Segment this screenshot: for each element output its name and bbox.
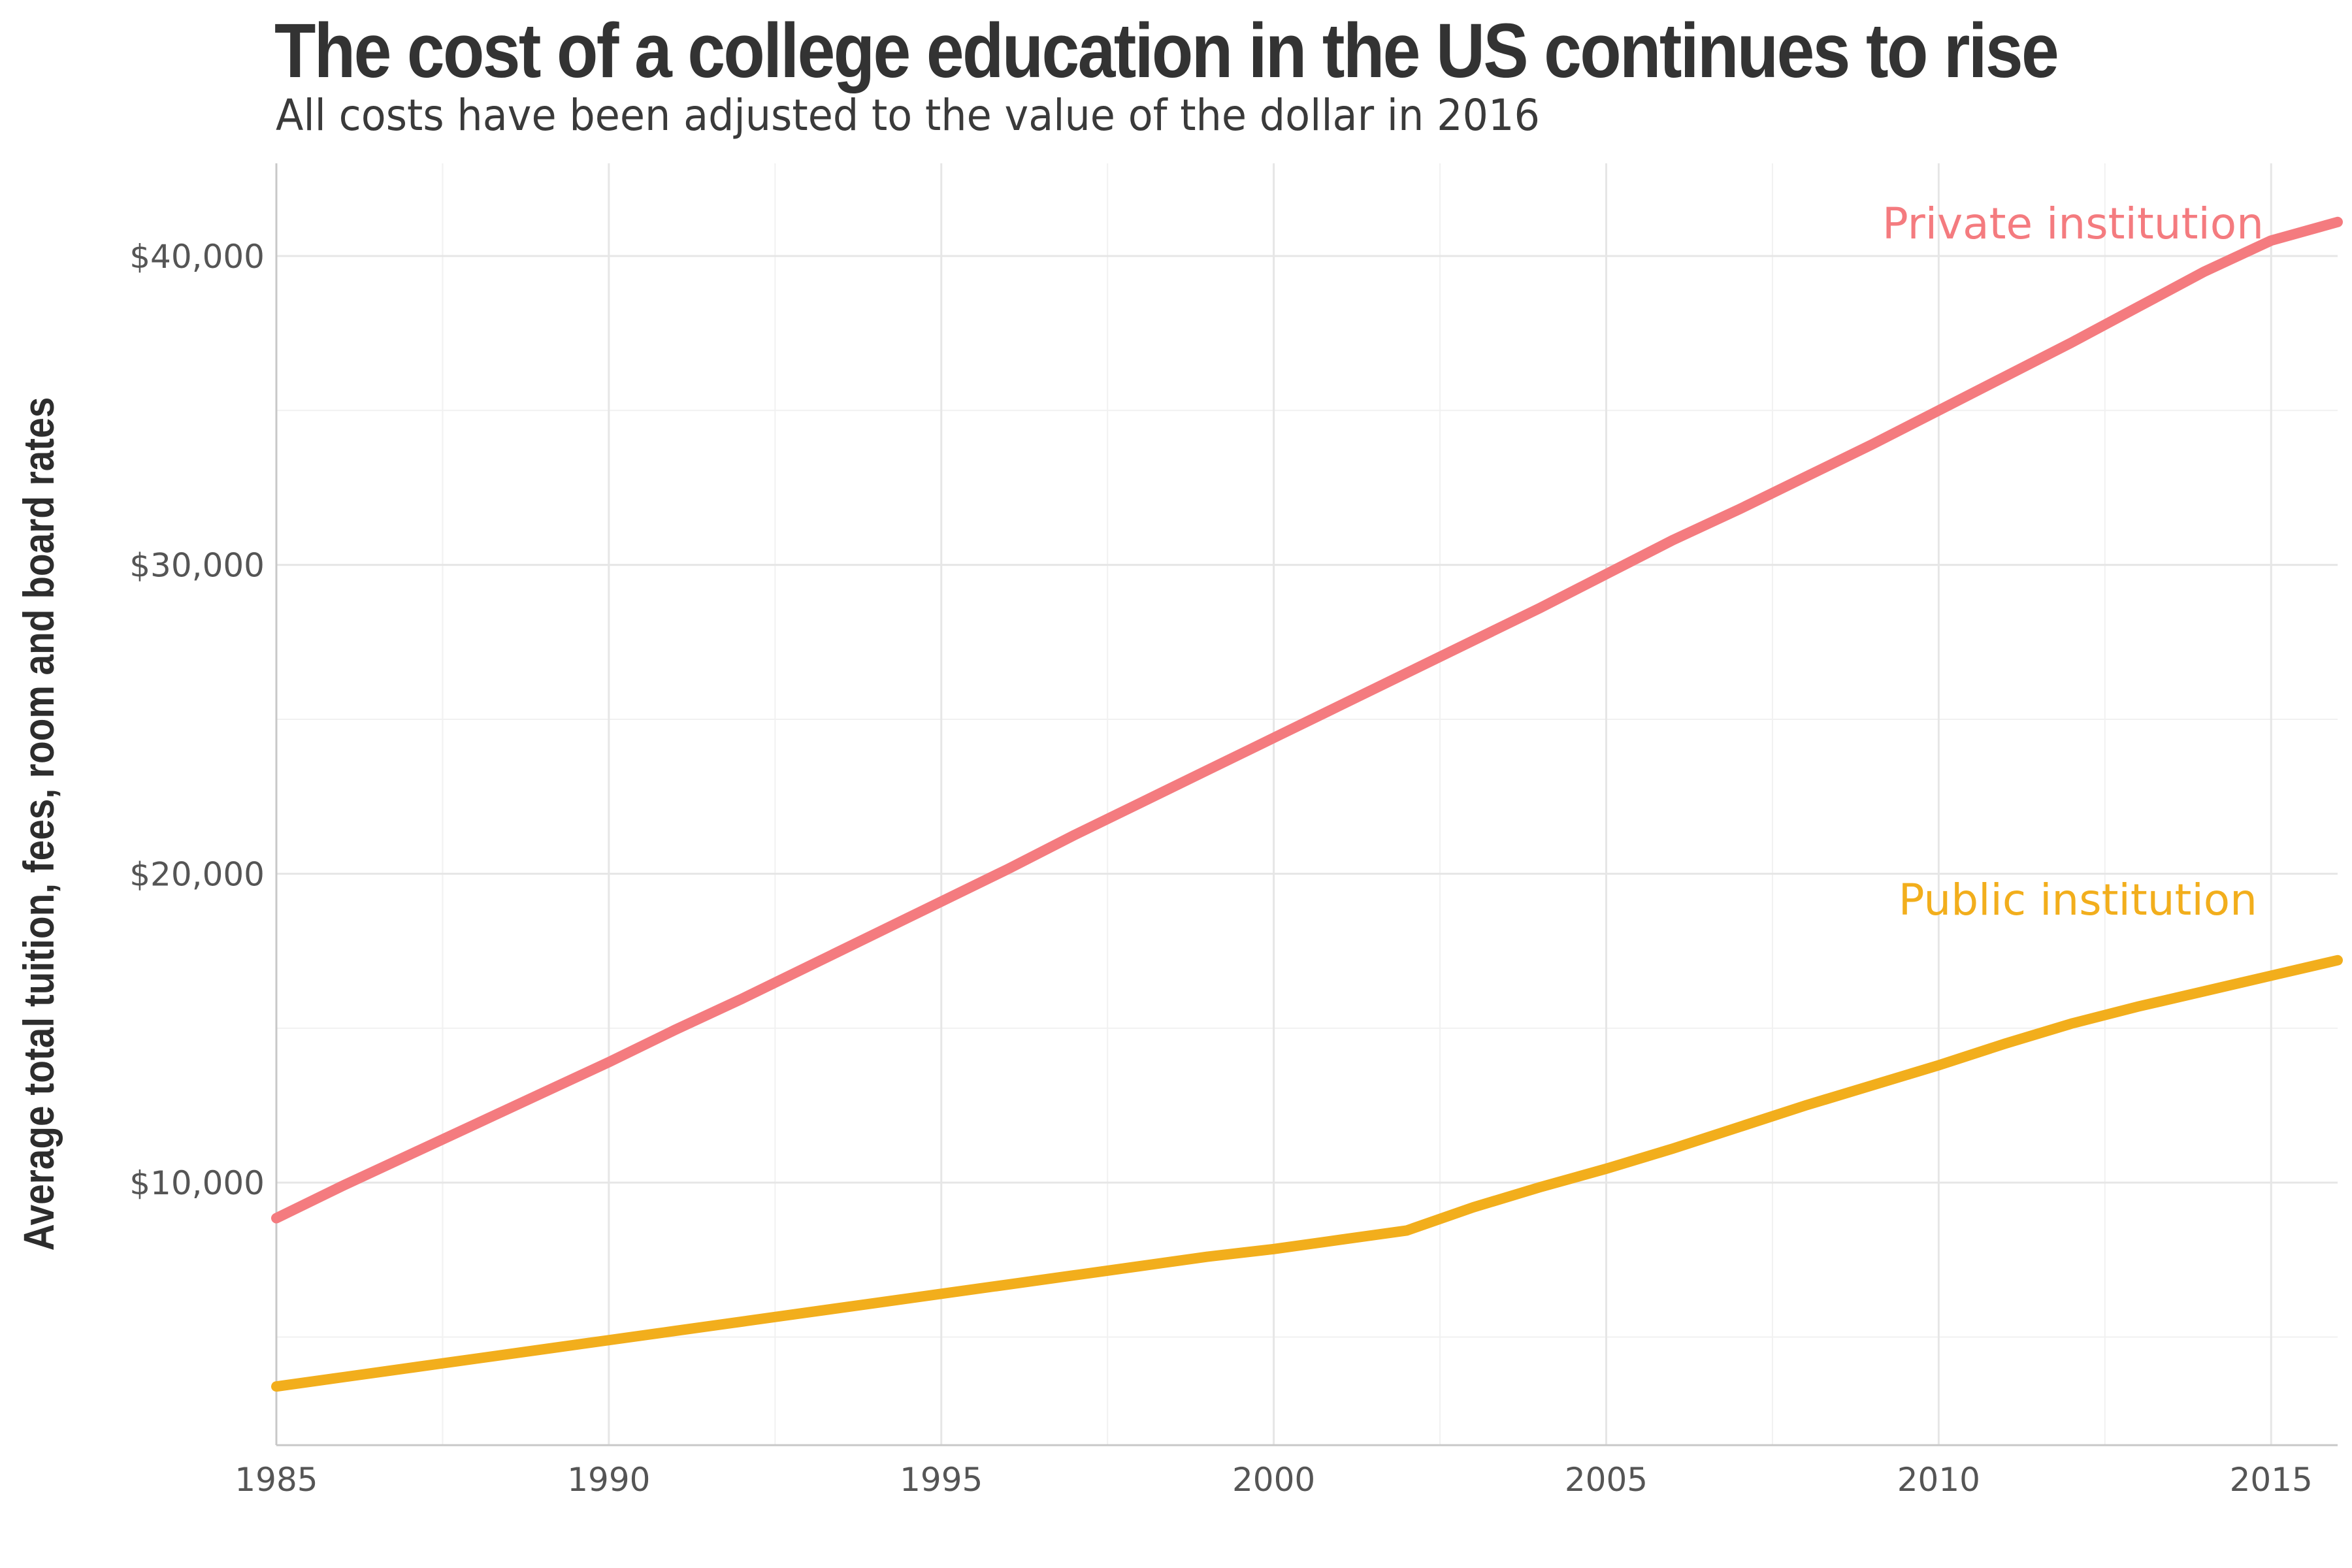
series-lines	[271, 216, 2343, 1392]
y-tick-label: $10,000	[129, 1164, 265, 1202]
y-axis-label: Average total tuition, fees, room and bo…	[15, 397, 63, 1251]
major-gridlines	[275, 163, 2338, 1445]
y-tick-label: $30,000	[129, 547, 265, 585]
y-tick-label: $40,000	[129, 238, 265, 276]
x-tick-label: 1985	[235, 1461, 318, 1499]
x-tick-label: 2005	[1565, 1461, 1648, 1499]
series-line	[271, 216, 2343, 1224]
series-labels: Private institution Public institution	[1882, 199, 2264, 925]
minor-gridlines	[276, 163, 2338, 1445]
x-tick-label: 2015	[2230, 1461, 2313, 1499]
chart-subtitle: All costs have been adjusted to the valu…	[276, 90, 1540, 140]
chart-title: The cost of a college education in the U…	[274, 8, 2059, 94]
x-tick-label: 1990	[567, 1461, 650, 1499]
y-tick-labels: $10,000 $20,000 $30,000 $40,000	[129, 238, 265, 1202]
series-label: Public institution	[1899, 875, 2257, 925]
x-tick-label: 2010	[1897, 1461, 1980, 1499]
x-tick-label: 1995	[900, 1461, 983, 1499]
series-line	[271, 955, 2343, 1392]
x-tick-labels: 1985 1990 1995 2000 2005 2010 2015	[235, 1461, 2312, 1499]
y-tick-label: $20,000	[129, 855, 265, 893]
series-label: Private institution	[1882, 199, 2264, 249]
x-tick-label: 2000	[1232, 1461, 1315, 1499]
